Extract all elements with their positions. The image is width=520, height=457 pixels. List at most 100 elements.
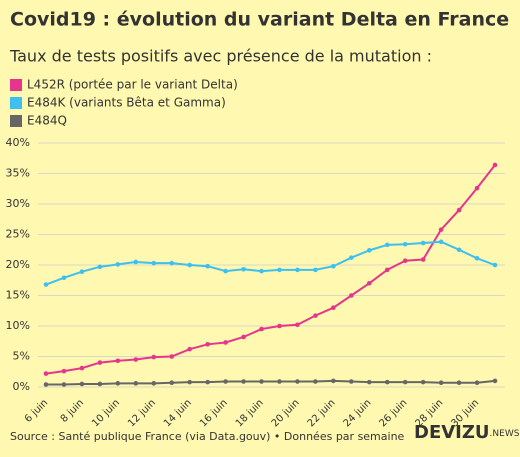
y-tick-label: 20%	[6, 258, 30, 271]
y-tick-label: 30%	[6, 197, 30, 210]
logo-suffix: .NEWS	[490, 429, 520, 439]
point	[241, 266, 246, 272]
point	[402, 379, 408, 385]
point	[366, 248, 372, 253]
point	[205, 379, 210, 385]
point	[492, 262, 498, 268]
point	[97, 360, 103, 365]
point	[97, 264, 103, 270]
x-tick-label: 6 juin	[23, 397, 50, 424]
point	[492, 162, 498, 168]
x-tick-label: 12 juin	[126, 397, 158, 429]
point	[79, 365, 85, 371]
point	[313, 313, 318, 318]
x-tick-label: 24 juin	[342, 397, 374, 429]
point	[438, 380, 444, 386]
x-tick-label: 18 juin	[234, 397, 266, 429]
point	[43, 371, 49, 376]
point	[187, 346, 192, 352]
point	[169, 380, 175, 386]
point	[420, 257, 426, 262]
point	[331, 378, 336, 384]
y-tick-label: 40%	[6, 136, 30, 149]
point	[79, 381, 85, 387]
point	[223, 379, 228, 384]
point	[438, 239, 444, 245]
point	[349, 255, 354, 260]
y-tick-label: 25%	[6, 228, 30, 241]
point	[205, 263, 210, 269]
point	[277, 379, 282, 384]
point	[259, 379, 264, 384]
point	[61, 275, 67, 281]
point	[295, 267, 300, 273]
point	[187, 262, 192, 268]
legend-swatch	[10, 79, 22, 91]
point	[349, 293, 354, 298]
point	[331, 305, 336, 311]
point	[295, 322, 300, 328]
point	[277, 323, 282, 329]
x-tick-label: 16 juin	[198, 397, 230, 429]
point	[169, 260, 175, 266]
y-tick-label: 0%	[13, 380, 30, 393]
point	[420, 240, 426, 246]
logo: DEVIZU.NEWS	[414, 422, 520, 443]
point	[115, 381, 121, 386]
x-tick-label: 26 juin	[378, 397, 410, 429]
point	[61, 368, 67, 374]
point	[79, 269, 85, 275]
point	[241, 334, 246, 340]
y-tick-label: 15%	[6, 289, 30, 302]
series-line	[45, 240, 496, 286]
point	[205, 342, 210, 347]
x-tick-label: 14 juin	[162, 397, 194, 429]
point	[169, 354, 175, 359]
series-line	[45, 164, 496, 375]
point	[492, 378, 498, 384]
point	[241, 379, 246, 384]
point	[151, 354, 157, 360]
point	[151, 260, 157, 266]
point	[97, 381, 103, 387]
point	[402, 241, 408, 247]
y-tick-label: 35%	[6, 167, 30, 180]
point	[43, 282, 49, 287]
point	[402, 258, 408, 264]
point	[456, 380, 462, 386]
chart-subtitle: Taux de tests positifs avec présence de …	[9, 47, 432, 66]
source: Source : Santé publique France (via Data…	[10, 430, 405, 443]
point	[259, 268, 264, 274]
logo-text: DEVIZU	[414, 422, 490, 443]
point	[151, 381, 157, 386]
y-tick-label: 5%	[13, 350, 30, 363]
point	[133, 381, 139, 386]
legend-label: E484K (variants Bêta et Gamma)	[27, 96, 226, 110]
x-tick-label: 22 juin	[306, 397, 338, 429]
point	[474, 185, 480, 191]
point	[366, 379, 372, 385]
legend-swatch	[10, 115, 22, 127]
point	[133, 259, 139, 265]
point	[115, 262, 121, 267]
x-tick-label: 10 juin	[90, 397, 122, 429]
point	[474, 255, 480, 261]
point	[384, 379, 390, 385]
chart-title: Covid19 : évolution du variant Delta en …	[10, 9, 509, 31]
point	[313, 379, 318, 384]
point	[133, 357, 139, 362]
point	[115, 358, 121, 364]
legend-swatch	[10, 97, 22, 109]
point	[474, 380, 480, 386]
point	[223, 268, 228, 274]
point	[259, 326, 264, 332]
point	[313, 267, 318, 273]
point	[187, 379, 192, 385]
point	[295, 379, 300, 384]
x-tick-label: 8 juin	[59, 397, 86, 424]
legend-label: E484Q	[27, 114, 67, 128]
x-tick-label: 20 juin	[270, 397, 302, 429]
point	[331, 263, 336, 269]
point	[349, 379, 354, 384]
